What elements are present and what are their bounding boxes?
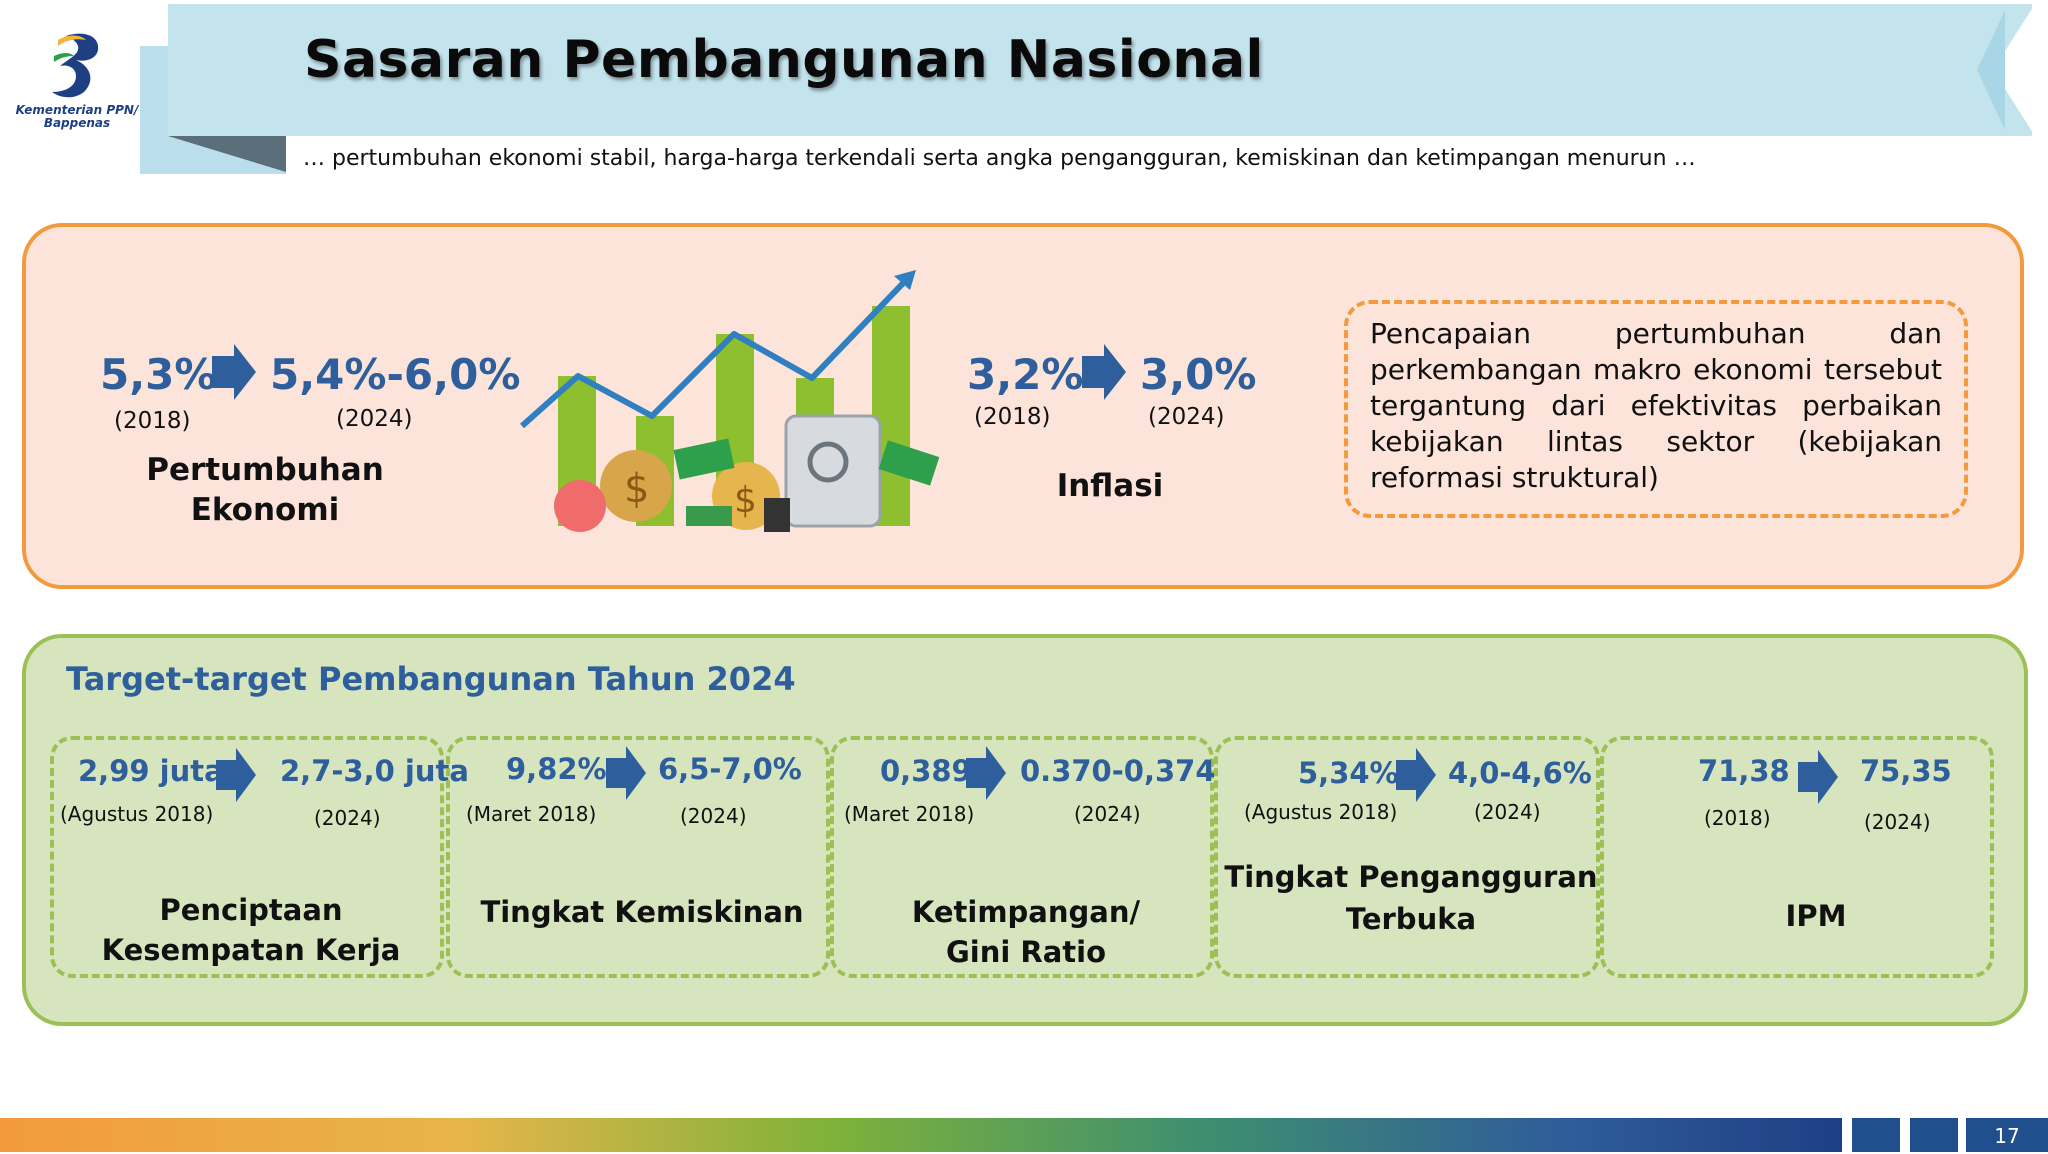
- logo-caption-line2: Bappenas: [43, 116, 111, 130]
- target-from-value: 2,99 juta: [78, 754, 224, 788]
- arrow-right-icon: [216, 748, 256, 802]
- macro-panel: [22, 223, 2024, 589]
- growth-from-value: 5,3%: [100, 350, 217, 399]
- target-card-ipm: 71,38 75,35 (2018) (2024) IPM: [1600, 736, 1994, 978]
- target-to-year: (2024): [314, 806, 381, 830]
- arrow-right-icon: [1396, 748, 1436, 802]
- target-from-year: (Agustus 2018): [60, 802, 214, 826]
- targets-panel: [22, 634, 2028, 1026]
- arrow-right-icon: [212, 344, 256, 400]
- economy-growth-illustration: $ $: [520, 270, 940, 532]
- note-box: [1344, 300, 1968, 518]
- svg-text:$: $: [734, 480, 757, 521]
- target-from-year: (2018): [1704, 806, 1771, 830]
- growth-label-line2: Ekonomi: [190, 492, 340, 528]
- target-label: Tingkat Pengangguran Terbuka: [1218, 856, 1604, 940]
- target-from-value: 5,34%: [1298, 756, 1399, 790]
- target-from-value: 71,38: [1698, 754, 1790, 788]
- target-from-year: (Agustus 2018): [1244, 800, 1398, 824]
- target-to-year: (2024): [1864, 810, 1931, 834]
- target-to-value: 2,7-3,0 juta: [280, 754, 469, 788]
- target-label-line1: Tingkat Pengangguran: [1224, 860, 1598, 894]
- target-to-year: (2024): [680, 804, 747, 828]
- target-label-line2: Gini Ratio: [945, 935, 1107, 969]
- banner-ribbon-notch: [1977, 4, 2035, 136]
- target-card-unemployment: 5,34% 4,0-4,6% (Agustus 2018) (2024) Tin…: [1214, 736, 1600, 978]
- arrow-right-icon: [1798, 750, 1838, 804]
- target-to-value: 4,0-4,6%: [1448, 756, 1592, 790]
- target-label: Tingkat Kemiskinan: [450, 892, 834, 932]
- target-card-employment: 2,99 juta 2,7-3,0 juta (Agustus 2018) (2…: [50, 736, 469, 978]
- target-from-value: 9,82%: [506, 752, 607, 786]
- arrow-right-icon: [966, 746, 1006, 800]
- target-from-year: (Maret 2018): [844, 802, 975, 826]
- target-card-poverty: 9,82% 6,5-7,0% (Maret 2018) (2024) Tingk…: [446, 736, 830, 978]
- target-label-line1: Tingkat Kemiskinan: [480, 895, 804, 929]
- arrow-right-icon: [606, 746, 646, 800]
- target-to-value: 75,35: [1860, 754, 1952, 788]
- growth-label: Pertumbuhan Ekonomi: [120, 450, 410, 530]
- target-label-line1: IPM: [1785, 899, 1847, 933]
- target-label-line1: Penciptaan: [159, 893, 343, 927]
- target-from-year: (Maret 2018): [466, 802, 597, 826]
- growth-to-year: (2024): [336, 406, 413, 432]
- growth-to-value: 5,4%-6,0%: [270, 350, 521, 399]
- growth-label-line1: Pertumbuhan: [146, 452, 384, 488]
- page-number: 17: [1966, 1118, 2048, 1152]
- footer-square: [1852, 1118, 1900, 1152]
- target-to-year: (2024): [1074, 802, 1141, 826]
- growth-from-year: (2018): [114, 408, 191, 434]
- inflation-to-value: 3,0%: [1140, 350, 1257, 399]
- target-label: Ketimpangan/ Gini Ratio: [834, 892, 1218, 972]
- target-to-value: 0.370-0,374: [1020, 754, 1216, 788]
- inflation-to-year: (2024): [1148, 404, 1225, 430]
- target-label: Penciptaan Kesempatan Kerja: [54, 890, 448, 970]
- banner-fold-shadow: [168, 136, 286, 172]
- target-to-value: 6,5-7,0%: [658, 752, 802, 786]
- inflation-from-value: 3,2%: [967, 350, 1084, 399]
- logo-caption: Kementerian PPN/ Bappenas: [12, 104, 142, 130]
- target-from-value: 0,389: [880, 754, 972, 788]
- target-label-line2: Kesempatan Kerja: [101, 933, 401, 967]
- inflation-label: Inflasi: [1056, 468, 1164, 504]
- target-label-line1: Ketimpangan/: [911, 895, 1141, 929]
- target-to-year: (2024): [1474, 800, 1541, 824]
- page-title: Sasaran Pembangunan Nasional: [304, 30, 1264, 90]
- footer-square: [1910, 1118, 1958, 1152]
- page-subtitle: … pertumbuhan ekonomi stabil, harga-harg…: [303, 146, 1696, 171]
- inflation-from-year: (2018): [974, 404, 1051, 430]
- targets-title: Target-target Pembangunan Tahun 2024: [66, 660, 796, 698]
- target-card-gini: 0,389 0.370-0,374 (Maret 2018) (2024) Ke…: [830, 736, 1216, 978]
- footer-gradient-bar: [0, 1118, 1842, 1152]
- header-banner: [168, 4, 2032, 136]
- bappenas-logo: [14, 26, 142, 146]
- target-label: IPM: [1604, 896, 2028, 936]
- arrow-right-icon: [1082, 344, 1126, 400]
- svg-text:$: $: [624, 466, 649, 512]
- logo-caption-line1: Kementerian PPN/: [15, 103, 139, 117]
- note-text: Pencapaian pertumbuhan dan perkembangan …: [1370, 317, 1942, 494]
- target-label-line2: Terbuka: [1345, 902, 1477, 936]
